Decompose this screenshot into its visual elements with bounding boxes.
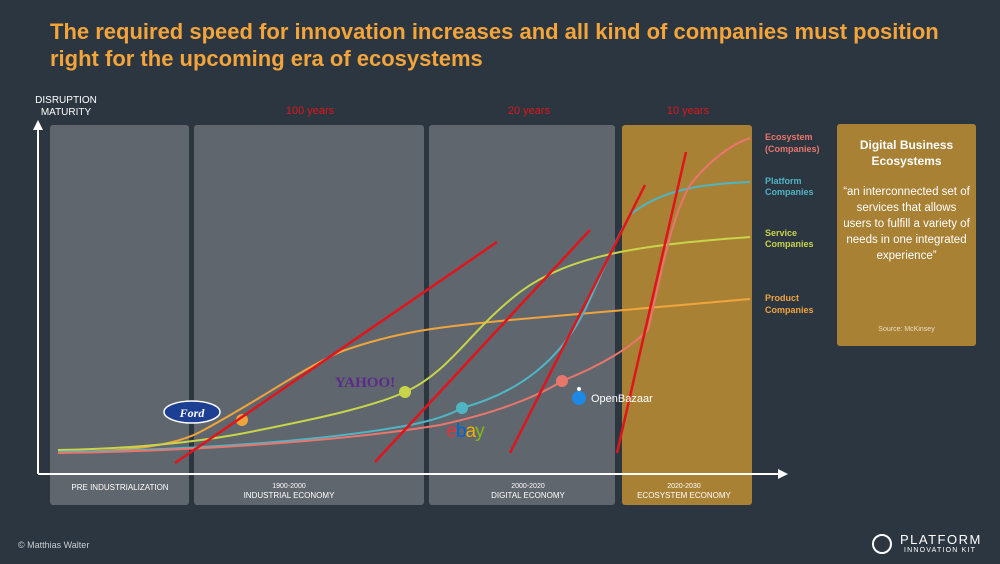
curve-label-platform-line1: Platform [765, 176, 802, 186]
era-span-industrial: 100 years [286, 105, 335, 117]
era-span-digital: 20 years [508, 105, 551, 117]
yahoo-logo: YAHOO! [335, 375, 395, 391]
curve-label-ecosystem-line2: (Companies) [765, 144, 820, 154]
era-panel-pre-industrialization [50, 125, 189, 505]
era-years-ecosystem: 2020-2030 [667, 483, 701, 490]
era-name-industrial: INDUSTRIAL ECONOMY [244, 491, 335, 500]
definition-title: Digital Business Ecosystems [859, 138, 954, 168]
disruption-line-ecosystem [615, 151, 688, 454]
era-name-pre-industrialization: PRE INDUSTRIALIZATION [71, 483, 168, 492]
definition-source: Source: McKinsey [878, 326, 935, 333]
slide-title: The required speed for innovation increa… [50, 19, 939, 71]
disruption-line-digital-1 [374, 229, 591, 463]
brand-logo: PLATFORM INNOVATION KIT [872, 532, 992, 560]
definition-quote: “an interconnected set of services that … [843, 186, 970, 262]
curve-label-ecosystem-line1: Ecosystem [765, 132, 813, 142]
disruption-line-digital-2 [508, 184, 647, 454]
svg-text:Ford: Ford [179, 406, 206, 420]
y-axis-arrow-icon [33, 120, 43, 130]
era-panel-ecosystem-economy [622, 125, 752, 505]
disruption-line-industrial [174, 240, 498, 465]
era-span-ecosystem: 10 years [667, 105, 710, 117]
copyright-text: © Matthias Walter [18, 540, 90, 550]
openbazaar-milestone-dot [556, 375, 568, 387]
curve-label-product-line2: Companies [765, 305, 814, 315]
curve-platform-companies [57, 181, 751, 453]
brand-sub-text: INNOVATION KIT [904, 547, 977, 554]
era-name-ecosystem: ECOSYSTEM ECONOMY [637, 491, 731, 500]
era-years-industrial: 1900-2000 [272, 483, 306, 490]
definition-box: Digital Business Ecosystems “an intercon… [837, 124, 976, 346]
openbazaar-logo: OpenBazaar [572, 387, 653, 405]
x-axis-arrow-icon [778, 469, 788, 479]
y-axis-label-line2: MATURITY [41, 107, 92, 118]
ebay-milestone-dot [456, 402, 468, 414]
curve-product-companies [57, 298, 751, 453]
era-years-digital: 2000-2020 [511, 483, 545, 490]
curve-label-platform-line2: Companies [765, 187, 814, 197]
ford-milestone-dot [236, 414, 248, 426]
brand-main-text: PLATFORM [900, 532, 982, 547]
curve-label-service-line1: Service [765, 228, 797, 238]
ebay-logo: ebay [446, 421, 485, 442]
curve-label-service-line2: Companies [765, 239, 814, 249]
brand-circle-icon [872, 534, 892, 554]
y-axis-label-line1: DISRUPTION [35, 95, 97, 106]
curve-label-product-line1: Product [765, 293, 799, 303]
yahoo-milestone-dot [399, 386, 411, 398]
ford-logo: Ford [163, 400, 221, 424]
svg-text:OpenBazaar: OpenBazaar [591, 393, 653, 405]
era-name-digital: DIGITAL ECONOMY [491, 491, 565, 500]
era-panel-digital-economy [429, 125, 615, 505]
